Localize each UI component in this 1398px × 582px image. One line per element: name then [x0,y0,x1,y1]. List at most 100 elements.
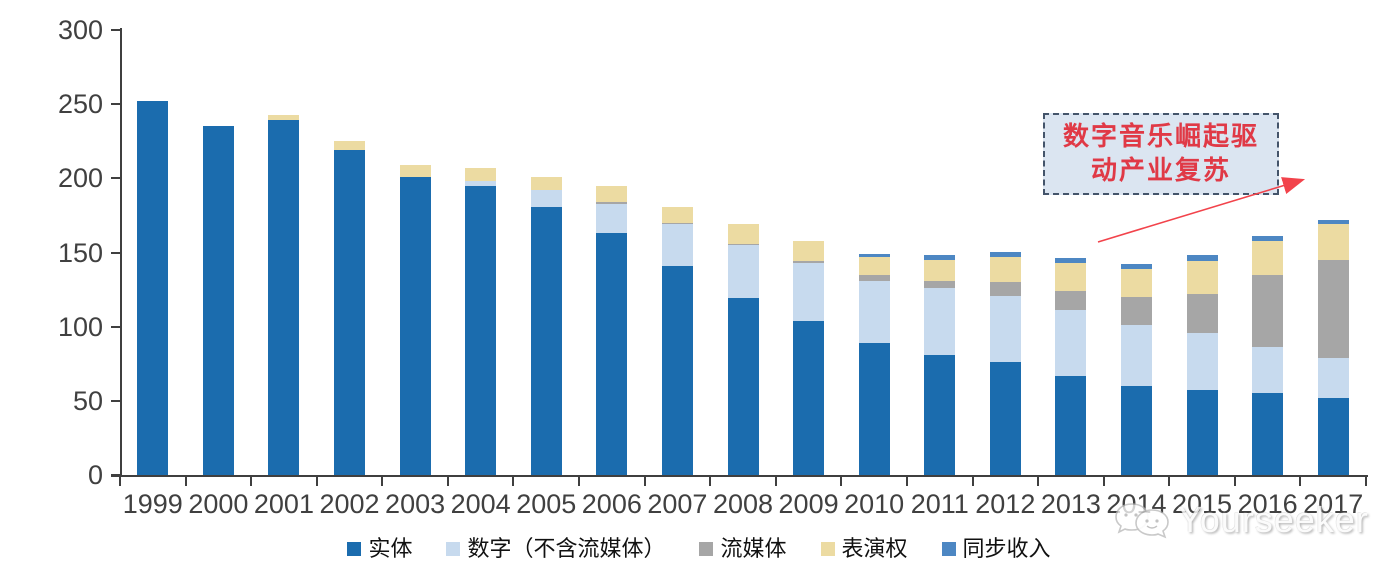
bar-segment-实体 [268,120,300,475]
x-axis-tick [184,477,187,486]
legend-label: 同步收入 [962,536,1051,561]
bar-segment-实体 [924,355,956,475]
bar-segment-实体 [858,343,890,475]
bar-segment-表演权 [661,207,693,223]
x-axis-label: 2007 [647,489,708,519]
x-axis-tick [512,477,515,486]
bar-segment-数字（不含流媒体） [1317,358,1349,398]
bar-segment-表演权 [924,260,956,281]
bar-segment-数字（不含流媒体） [727,245,759,298]
bar-segment-实体 [530,207,562,475]
legend-swatch [941,542,956,556]
bar-segment-数字（不含流媒体） [793,263,825,321]
x-axis-label: 2009 [778,489,839,519]
bar-segment-表演权 [793,241,825,261]
x-axis-tick [1037,477,1040,486]
x-axis-tick [709,477,712,486]
y-axis-tick [111,251,120,254]
y-axis-label: 250 [57,89,103,120]
y-axis-label: 300 [57,15,103,45]
bar-segment-实体 [661,266,693,475]
watermark: Yourseeker [1114,498,1369,542]
bar-segment-表演权 [989,257,1021,282]
legend-swatch [820,542,835,556]
bar-segment-实体 [334,150,366,475]
y-axis [120,28,122,477]
y-axis-tick [111,474,120,476]
x-axis-tick [840,477,843,486]
bar-segment-同步收入 [1252,236,1284,241]
bar-segment-流媒体 [1317,260,1349,358]
x-axis-label: 2000 [188,489,249,519]
bar-segment-实体 [1317,398,1349,475]
bar-segment-实体 [1120,386,1152,475]
x-axis-label: 2015 [1172,489,1233,519]
x-axis-tick [250,477,253,486]
annotation-callout: 数字音乐崛起驱 动产业复苏 [1043,113,1279,195]
x-axis-tick [905,477,908,486]
x-axis-tick [446,477,449,486]
bar-segment-实体 [989,362,1021,475]
legend-item: 流媒体 [699,537,787,561]
bar-segment-实体 [465,186,497,475]
x-axis-tick [1233,477,1236,486]
bar-segment-实体 [727,298,759,475]
bar-segment-实体 [137,101,169,475]
x-axis-tick [774,477,777,486]
x-axis-label: 2003 [385,489,446,519]
bar-segment-实体 [1252,393,1284,475]
bar-segment-数字（不含流媒体） [1252,347,1284,393]
x-axis-tick [1365,477,1367,486]
bar-segment-表演权 [1055,263,1087,291]
bar-segment-表演权 [1186,261,1218,294]
x-axis-label: 2005 [516,489,577,519]
x-axis-label: 2001 [253,489,314,519]
bar-segment-表演权 [399,165,431,177]
bar-segment-流媒体 [1120,297,1152,325]
x-axis-label: 1999 [122,489,183,519]
chat-bubbles-faces-icon [1115,503,1169,539]
bar-segment-数字（不含流媒体） [1186,333,1218,390]
legend-item: 表演权 [820,537,908,561]
bar-segment-数字（不含流媒体） [596,204,628,233]
x-axis-label: 2013 [1040,489,1101,519]
x-axis-tick [1168,477,1171,486]
x-axis-label: 2017 [1303,489,1364,519]
bar-segment-同步收入 [1186,255,1218,261]
x-axis [111,475,1368,477]
bar-segment-实体 [596,233,628,475]
bar-segment-实体 [1186,390,1218,475]
bar-segment-表演权 [334,141,366,150]
bar-segment-表演权 [465,168,497,181]
bar-segment-表演权 [727,224,759,244]
bar-segment-表演权 [1317,224,1349,260]
x-axis-tick [643,477,646,486]
legend-item: 实体 [347,537,412,561]
annotation-text-line2: 动产业复苏 [1090,156,1231,185]
y-axis-tick [111,177,120,180]
bar-segment-流媒体 [727,244,759,245]
bar-segment-数字（不含流媒体） [858,281,890,343]
y-axis-label: 50 [72,385,103,416]
x-axis-label: 2010 [844,489,905,519]
x-axis-label: 2002 [319,489,380,519]
y-axis-label: 200 [57,163,103,194]
y-axis-tick [111,325,120,328]
bar-segment-同步收入 [1055,258,1087,263]
x-axis-label: 2008 [712,489,774,519]
y-axis-label: 100 [57,311,103,342]
legend-item: 数字（不含流媒体） [446,537,665,561]
bar-segment-流媒体 [858,275,890,281]
bar-segment-数字（不含流媒体） [1120,325,1152,386]
legend-label: 数字（不含流媒体） [467,536,666,561]
plot-area [120,30,1366,475]
y-axis-label: 150 [57,237,103,268]
bar-segment-数字（不含流媒体） [1055,310,1087,376]
bar-segment-表演权 [858,257,890,275]
x-axis-tick [971,477,974,486]
bar-segment-同步收入 [989,252,1021,257]
bar-segment-表演权 [530,177,562,190]
x-axis-label: 2004 [450,489,511,519]
bar-segment-实体 [202,126,234,475]
